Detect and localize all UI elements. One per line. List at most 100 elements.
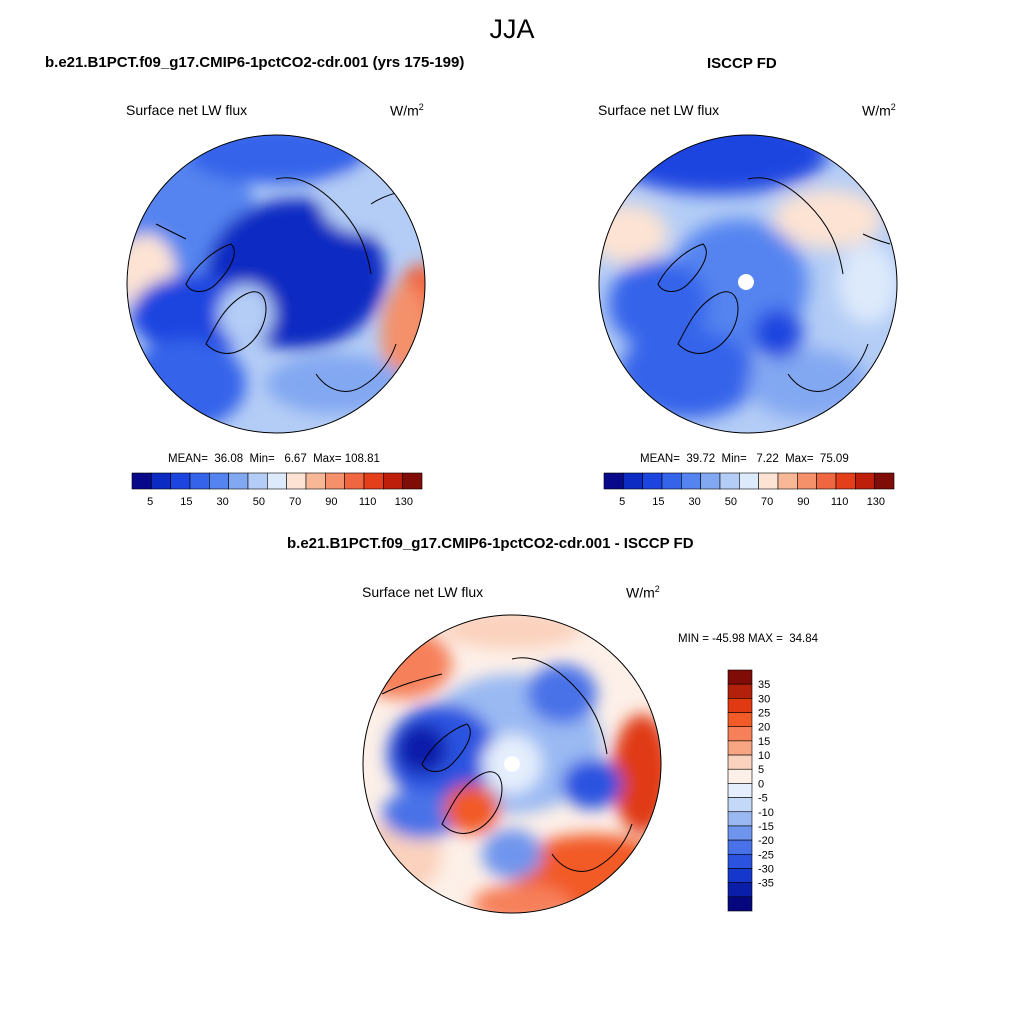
panel3-colorbar-swatch (727, 698, 753, 713)
panel2-colorbar-tick-label: 70 (761, 496, 773, 508)
panel1-colorbar-swatch (228, 472, 249, 490)
panel3-colorbar-swatch (727, 797, 753, 813)
panel2-colorbar-tick-label: 110 (831, 496, 849, 508)
panel1-colorbar: 5 15 30 50 70 90 110 130 (131, 472, 423, 508)
panel2-colorbar-tick-label: 90 (797, 496, 809, 508)
panel2-colorbar-swatch (835, 472, 856, 490)
panel2-colorbar-swatch (700, 472, 721, 490)
panel1-colorbar-tick-label: 90 (325, 496, 337, 508)
panel2-field (599, 135, 897, 433)
main-title: JJA (489, 14, 535, 44)
panel1-colorbar-swatch (170, 472, 191, 490)
panel2-map (598, 134, 898, 434)
panel1-colorbar-swatch (189, 472, 210, 490)
panel2-colorbar-swatch (816, 472, 837, 490)
panel2-variable-label: Surface net LW flux (598, 102, 720, 118)
panel2-colorbar-swatch (797, 472, 817, 490)
panel3-title: b.e21.B1PCT.f09_g17.CMIP6-1pctCO2-cdr.00… (287, 535, 694, 552)
panel1-colorbar-tick-label: 5 (147, 496, 153, 508)
panel3-stats: MIN = -45.98 MAX = 34.84 (678, 633, 818, 645)
panel3-field (363, 615, 661, 913)
panel3-colorbar-tick-label: -30 (758, 863, 774, 875)
panel2-stats: MEAN= 39.72 Min= 7.22 Max= 75.09 (640, 453, 849, 465)
panel3-colorbar-tick-label: -35 (758, 878, 774, 890)
panel1-colorbar-swatch (286, 472, 307, 490)
panel1-colorbar-swatch (402, 472, 423, 490)
panel2-colorbar-tick-label: 50 (725, 496, 737, 508)
panel2-colorbar-swatch (758, 472, 779, 490)
panel1-colorbar-swatch (363, 472, 384, 490)
panel3-map (362, 614, 662, 914)
panel3-colorbar-tick-label: 25 (758, 708, 770, 720)
panel3-colorbar-tick-label: -10 (758, 807, 774, 819)
panel1-colorbar-tick-label: 15 (180, 496, 192, 508)
panel3-colorbar-swatch (727, 740, 753, 756)
panel1-colorbar-swatch (305, 472, 326, 490)
panel2-colorbar-tick-label: 15 (652, 496, 664, 508)
panel3-colorbar-tick-label: 5 (758, 764, 764, 776)
panel1-field (127, 135, 425, 433)
panel1-colorbar-swatch (247, 472, 268, 490)
panel1-colorbar-swatch (267, 472, 287, 490)
panel1-colorbar-tick-label: 110 (359, 496, 377, 508)
panel2-colorbar-tick-label: 5 (619, 496, 625, 508)
panel3-colorbar-tick-label: -20 (758, 835, 774, 847)
panel3-colorbar-swatch (727, 882, 753, 898)
panel3-units: W/m2 (626, 584, 660, 601)
panel2-colorbar-tick-label: 130 (867, 496, 885, 508)
panel3-colorbar: 35 30 25 20 15 10 5 0 -5 -10 -15 -20 -25 -30 -35 (727, 669, 774, 912)
panel3-colorbar-swatch (727, 768, 753, 784)
panel3-colorbar-swatch (727, 712, 753, 728)
panel1-map (126, 134, 426, 434)
panel2-colorbar-swatch (777, 472, 798, 490)
panel3-colorbar-swatch (727, 839, 753, 855)
panel1-colorbar-swatch (151, 472, 171, 490)
panel2-colorbar-swatch (719, 472, 740, 490)
panel2-colorbar-swatch (661, 472, 682, 490)
panel1-variable-label: Surface net LW flux (126, 102, 248, 118)
panel3-colorbar-swatch (727, 783, 753, 798)
panel3-colorbar-swatch (727, 669, 753, 685)
panel3-colorbar-tick-label: 20 (758, 722, 770, 734)
panel3-colorbar-tick-label: -15 (758, 821, 774, 833)
panel2-colorbar-swatch (623, 472, 643, 490)
panel3-colorbar-tick-label: 30 (758, 693, 770, 705)
panel2-units: W/m2 (862, 102, 896, 119)
panel3-colorbar-swatch (727, 825, 753, 841)
panel3-colorbar-tick-label: 10 (758, 750, 770, 762)
panel2-colorbar-swatch (855, 472, 875, 490)
panel3-variable-label: Surface net LW flux (362, 584, 484, 600)
panel1-colorbar-swatch (344, 472, 365, 490)
panel2-colorbar-swatch (874, 472, 895, 490)
panel3-colorbar-swatch (727, 683, 753, 699)
panel2-colorbar-swatch (603, 472, 624, 490)
panel3-colorbar-tick-label: 0 (758, 778, 764, 790)
panel3-colorbar-tick-label: 15 (758, 736, 770, 748)
panel1-colorbar-swatch (325, 472, 345, 490)
panel1-colorbar-tick-label: 50 (253, 496, 265, 508)
panel2-colorbar: 5 15 30 50 70 90 110 130 (603, 472, 895, 508)
panel3-colorbar-swatch (727, 754, 753, 770)
panel3-colorbar-swatch (727, 811, 753, 827)
panel2-title: ISCCP FD (707, 55, 777, 72)
panel3-colorbar-tick-label: -5 (758, 793, 768, 805)
panel1-colorbar-tick-label: 130 (395, 496, 413, 508)
panel2-colorbar-swatch (739, 472, 759, 490)
panel1-colorbar-tick-label: 70 (289, 496, 301, 508)
panel3-colorbar-swatch (727, 726, 753, 742)
panel2-colorbar-swatch (642, 472, 663, 490)
panel3-colorbar-swatch (727, 868, 753, 883)
panel3-colorbar-tick-label: 35 (758, 679, 770, 691)
panel2-colorbar-swatch (681, 472, 701, 490)
panel1-colorbar-swatch (383, 472, 403, 490)
panel1-units: W/m2 (390, 102, 424, 119)
panel1-colorbar-swatch (209, 472, 229, 490)
panel1-title: b.e21.B1PCT.f09_g17.CMIP6-1pctCO2-cdr.00… (45, 54, 465, 71)
panel2-colorbar-tick-label: 30 (689, 496, 701, 508)
panel1-colorbar-swatch (131, 472, 152, 490)
panel3-colorbar-swatch (727, 896, 753, 912)
panel3-colorbar-swatch (727, 853, 753, 869)
panel1-colorbar-tick-label: 30 (217, 496, 229, 508)
panel1-stats: MEAN= 36.08 Min= 6.67 Max= 108.81 (168, 453, 380, 465)
panel3-colorbar-tick-label: -25 (758, 849, 774, 861)
